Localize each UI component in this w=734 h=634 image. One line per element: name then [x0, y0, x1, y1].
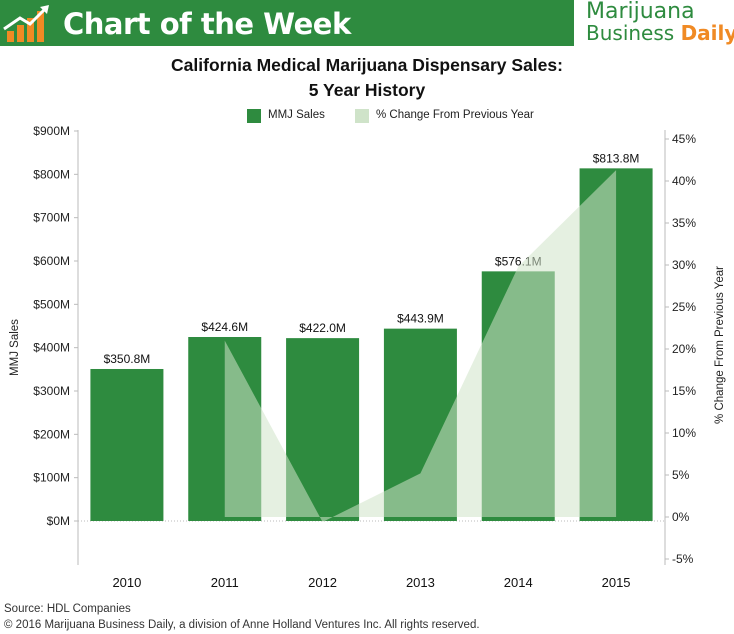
x-tick-label: 2012	[308, 575, 337, 590]
brand-business: Business	[586, 21, 681, 45]
chart-subtitle: 5 Year History	[308, 80, 426, 100]
y2-tick-label: 5%	[672, 468, 690, 482]
y2-tick-label: 30%	[672, 258, 696, 272]
y-tick-label: $200M	[33, 427, 70, 441]
bar-2010	[90, 368, 164, 521]
x-tick-label: 2015	[602, 575, 631, 590]
source-note: Source: HDL Companies	[4, 603, 131, 615]
y2-tick-label: 10%	[672, 426, 696, 440]
brand-name-line2: Business Daily	[586, 22, 734, 44]
y-tick-label: $900M	[33, 124, 70, 138]
pct-change-area	[224, 170, 617, 523]
copyright-note: © 2016 Marijuana Business Daily, a divis…	[4, 619, 480, 631]
brand-name-line1: Marijuana	[586, 0, 695, 24]
y-tick-label: $600M	[33, 254, 70, 268]
y-axis-title: MMJ Sales	[9, 319, 21, 376]
y2-tick-label: 0%	[672, 510, 690, 524]
legend-swatch-area	[355, 109, 369, 123]
chart-title: California Medical Marijuana Dispensary …	[171, 55, 563, 75]
y-tick-label: $500M	[33, 297, 70, 311]
y-tick-label: $400M	[33, 341, 70, 355]
y-tick-label: $0M	[47, 514, 70, 528]
x-tick-label: 2013	[406, 575, 435, 590]
x-tick-label: 2011	[211, 575, 239, 590]
bar-data-label: $443.9M	[397, 312, 444, 326]
y2-tick-label: 40%	[672, 174, 696, 188]
bar-growth-arrow-icon	[3, 5, 49, 42]
y2-tick-label: 15%	[672, 384, 696, 398]
bar-data-label: $424.6M	[201, 320, 248, 334]
y-tick-label: $300M	[33, 384, 70, 398]
x-tick-label: 2014	[504, 575, 533, 590]
y-tick-label: $800M	[33, 167, 70, 181]
y2-axis-title: % Change From Previous Year	[714, 266, 726, 424]
brand-logo: Marijuana Business Daily	[574, 0, 734, 46]
y-tick-label: $700M	[33, 211, 70, 225]
y2-tick-label: 45%	[672, 132, 696, 146]
header-banner: Chart of the Week Marijuana Business Dai…	[0, 0, 734, 46]
y2-tick-label: 35%	[672, 216, 696, 230]
y2-tick-label: 25%	[672, 300, 696, 314]
y-tick-label: $100M	[33, 471, 70, 485]
bar-data-label: $813.8M	[593, 151, 640, 165]
banner-title: Chart of the Week	[63, 7, 351, 41]
legend-label-pct-change: % Change From Previous Year	[376, 109, 534, 121]
brand-daily: Daily	[680, 21, 734, 45]
legend-label-mmj-sales: MMJ Sales	[268, 109, 325, 121]
legend-swatch-bar	[247, 109, 261, 123]
bar-data-label: $350.8M	[104, 352, 151, 366]
y2-tick-label: -5%	[672, 552, 694, 566]
x-tick-label: 2010	[112, 575, 141, 590]
y2-tick-label: 20%	[672, 342, 696, 356]
bar-data-label: $422.0M	[299, 321, 346, 335]
